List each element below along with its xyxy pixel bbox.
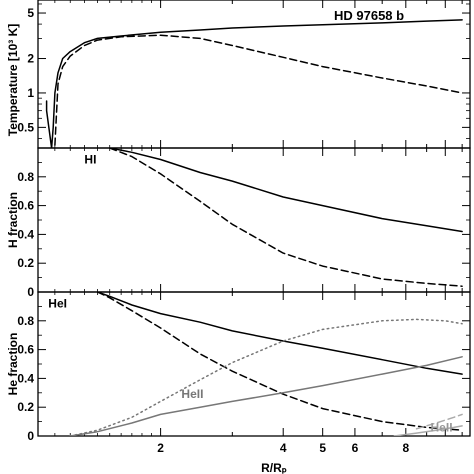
y-tick-label: 2 bbox=[27, 52, 34, 66]
panel-frame bbox=[37, 147, 471, 293]
series-annotation: HeI bbox=[48, 297, 67, 311]
series-annotation: HeII bbox=[181, 387, 203, 401]
chart-title: HD 97658 b bbox=[334, 8, 404, 23]
series-line-3-solid bbox=[69, 356, 463, 436]
y-tick-label: 0.2 bbox=[17, 256, 34, 270]
series-line-6-dashed bbox=[415, 413, 463, 430]
series-line-2-dashed bbox=[96, 292, 463, 431]
series-annotation: HI bbox=[84, 153, 96, 167]
y-tick-label: 0.8 bbox=[17, 314, 34, 328]
y-tick-label: 5 bbox=[27, 6, 34, 20]
panel-3: 0 0.2 0.4 0.6 0.8 2 4 5 6 8 He fraction R/Rₚ HeI HeII… bbox=[6, 291, 471, 474]
series-annotation: HeII bbox=[431, 420, 453, 434]
series-line-2-dashed bbox=[54, 34, 463, 146]
y-tick-label: 0 bbox=[27, 429, 34, 443]
series-group bbox=[45, 19, 463, 148]
x-axis-label: R/Rₚ bbox=[261, 461, 287, 474]
series-group bbox=[108, 148, 463, 287]
y-axis-label: H fraction bbox=[6, 192, 20, 248]
y-tick-label: 0.6 bbox=[17, 199, 34, 213]
series-line-1-solid bbox=[96, 292, 463, 375]
series-line-1-solid bbox=[108, 148, 463, 233]
series-line-4-dotted bbox=[69, 318, 463, 436]
y-tick-label: 0.2 bbox=[17, 400, 34, 414]
y-axis-label: He fraction bbox=[6, 333, 20, 396]
panel-2: 0 0.2 0.4 0.6 0.8 H fraction HI bbox=[6, 147, 471, 299]
y-axis-label: Temperature [10³ K] bbox=[6, 24, 20, 136]
series-group bbox=[69, 292, 463, 436]
x-tick-label: 6 bbox=[352, 441, 359, 455]
y-tick-label: 0.6 bbox=[17, 343, 34, 357]
y-tick-label: 0 bbox=[27, 285, 34, 299]
panel-1: 0.5 1 2 5 Temperature [10³ K] HD 97658 b bbox=[6, 0, 471, 149]
x-tick-label: 4 bbox=[280, 441, 287, 455]
y-tick-label: 0.8 bbox=[17, 170, 34, 184]
x-tick-label: 8 bbox=[402, 441, 409, 455]
y-tick-label: 0.5 bbox=[17, 120, 34, 134]
series-line-2-dashed bbox=[108, 148, 463, 287]
series-line-1-solid bbox=[45, 19, 463, 148]
x-tick-label: 2 bbox=[157, 441, 164, 455]
y-tick-label: 1 bbox=[27, 86, 34, 100]
x-tick-label: 5 bbox=[319, 441, 326, 455]
y-tick-label: 0.4 bbox=[17, 227, 34, 241]
series-line-5-solid bbox=[393, 425, 463, 436]
y-tick-label: 0.4 bbox=[17, 371, 34, 385]
